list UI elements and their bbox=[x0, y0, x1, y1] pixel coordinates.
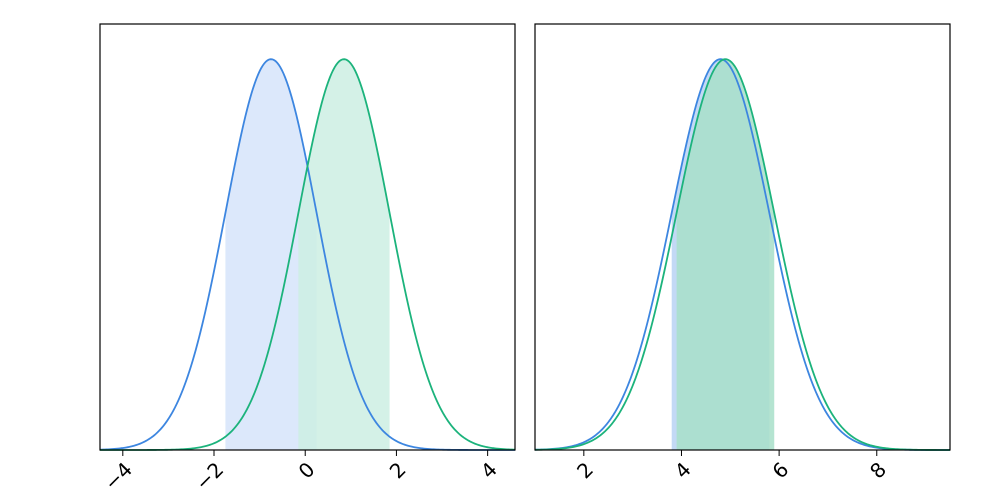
axes-frame bbox=[534, 23, 951, 451]
series-1-shaded-area bbox=[298, 59, 390, 451]
x-tick-label-3: 2 bbox=[385, 457, 411, 483]
x-tick-label-0: −4 bbox=[99, 457, 137, 495]
series-1-curve bbox=[534, 58, 950, 451]
x-tick-label-3: 8 bbox=[865, 457, 891, 483]
axes-frame bbox=[99, 23, 516, 451]
x-tick-label-1: 4 bbox=[670, 457, 696, 483]
x-tick-label-4: 4 bbox=[476, 457, 502, 483]
x-tick-label-2: 6 bbox=[767, 457, 793, 483]
x-tick-label-2: 0 bbox=[294, 457, 320, 483]
left-panel: −4 −2 0 2 4 bbox=[99, 23, 516, 495]
x-tick-label-1: −2 bbox=[190, 457, 228, 495]
series-0-shaded-area bbox=[225, 59, 317, 451]
series-1-shaded-area bbox=[676, 59, 775, 451]
right-panel: 2 4 6 8 bbox=[534, 23, 951, 483]
x-tick-label-0: 2 bbox=[572, 457, 598, 483]
